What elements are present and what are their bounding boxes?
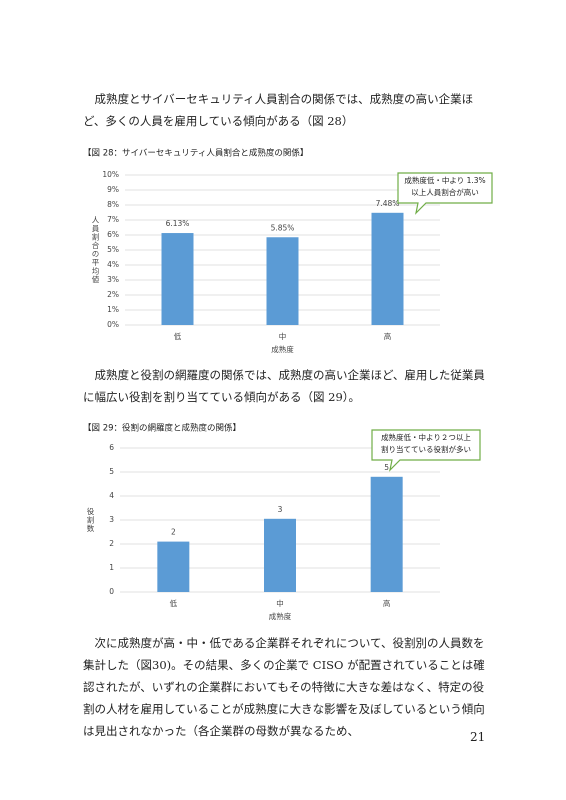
y-tick-label: 2%	[107, 290, 119, 299]
x-tick-label: 中	[276, 598, 284, 608]
y-tick-label: 7%	[107, 215, 119, 224]
y-tick-label: 1	[109, 563, 114, 572]
value-label: 5.85%	[271, 223, 295, 232]
y-tick-label: 6	[109, 443, 114, 452]
y-tick-label: 4	[109, 491, 114, 500]
bar	[266, 237, 299, 325]
y-tick-label: 5%	[107, 245, 119, 254]
bar	[161, 233, 194, 325]
y-tick-label: 10%	[102, 170, 119, 179]
y-axis-title: 役割数	[86, 506, 95, 533]
y-tick-label: 3	[109, 515, 114, 524]
x-tick-label: 高	[384, 331, 392, 341]
chart: 【図 28：サイバーセキュリティ人員割合と成熟度の関係】 0% 1% 2% 3% 4% 5%…	[83, 148, 493, 354]
bar	[157, 541, 190, 592]
value-label: 2	[171, 528, 176, 537]
value-label: 6.13%	[166, 219, 190, 228]
y-tick-label: 9%	[107, 185, 119, 194]
chart-title: 【図 29：役割の網羅度と成熟度の関係】	[83, 423, 241, 434]
y-tick-label: 1%	[107, 305, 119, 314]
paragraph: 成熟度と役割の網羅度の関係では、成熟度の高い企業ほど、雇用した従業員に幅広い役割…	[83, 368, 485, 404]
value-label: 5	[384, 463, 389, 472]
y-tick-label: 3%	[107, 275, 119, 284]
x-tick-label: 低	[170, 598, 178, 608]
bar	[371, 212, 404, 325]
x-axis-title: 成熟度	[269, 611, 292, 621]
chart-title: 【図 28：サイバーセキュリティ人員割合と成熟度の関係】	[83, 148, 308, 159]
y-tick-label: 6%	[107, 230, 119, 239]
bar	[370, 476, 403, 592]
x-axis-title: 成熟度	[271, 344, 294, 354]
bar	[264, 518, 296, 592]
callout-text: 割り当てている役割が多い	[381, 444, 471, 454]
value-label: 7.48%	[376, 199, 400, 208]
paragraph: 次に成熟度が高・中・低である企業群それぞれについて、役割別の人員数を集計した（図…	[83, 636, 485, 738]
y-tick-label: 2	[109, 539, 114, 548]
callout-box	[371, 429, 481, 472]
callout-box	[397, 172, 493, 215]
page-number: 21	[470, 730, 486, 744]
x-tick-label: 低	[174, 331, 182, 341]
y-axis-title: 人員割合の平均値	[91, 216, 100, 284]
y-tick-label: 8%	[107, 200, 119, 209]
x-tick-label: 高	[383, 598, 391, 608]
x-tick-label: 中	[279, 331, 287, 341]
y-tick-label: 0%	[107, 320, 119, 329]
value-label: 3	[278, 505, 283, 514]
y-tick-label: 5	[109, 467, 114, 476]
callout-text: 成熟度低・中より 1.3%	[404, 175, 485, 185]
y-tick-label: 0	[109, 587, 114, 596]
paragraph: 成熟度とサイバーセキュリティ人員割合の関係では、成熟度の高い企業ほど、多くの人員…	[83, 92, 474, 128]
y-tick-label: 4%	[107, 260, 119, 269]
callout-text: 成熟度低・中より２つ以上	[381, 432, 471, 442]
callout-text: 以上人員割合が高い	[411, 187, 479, 197]
